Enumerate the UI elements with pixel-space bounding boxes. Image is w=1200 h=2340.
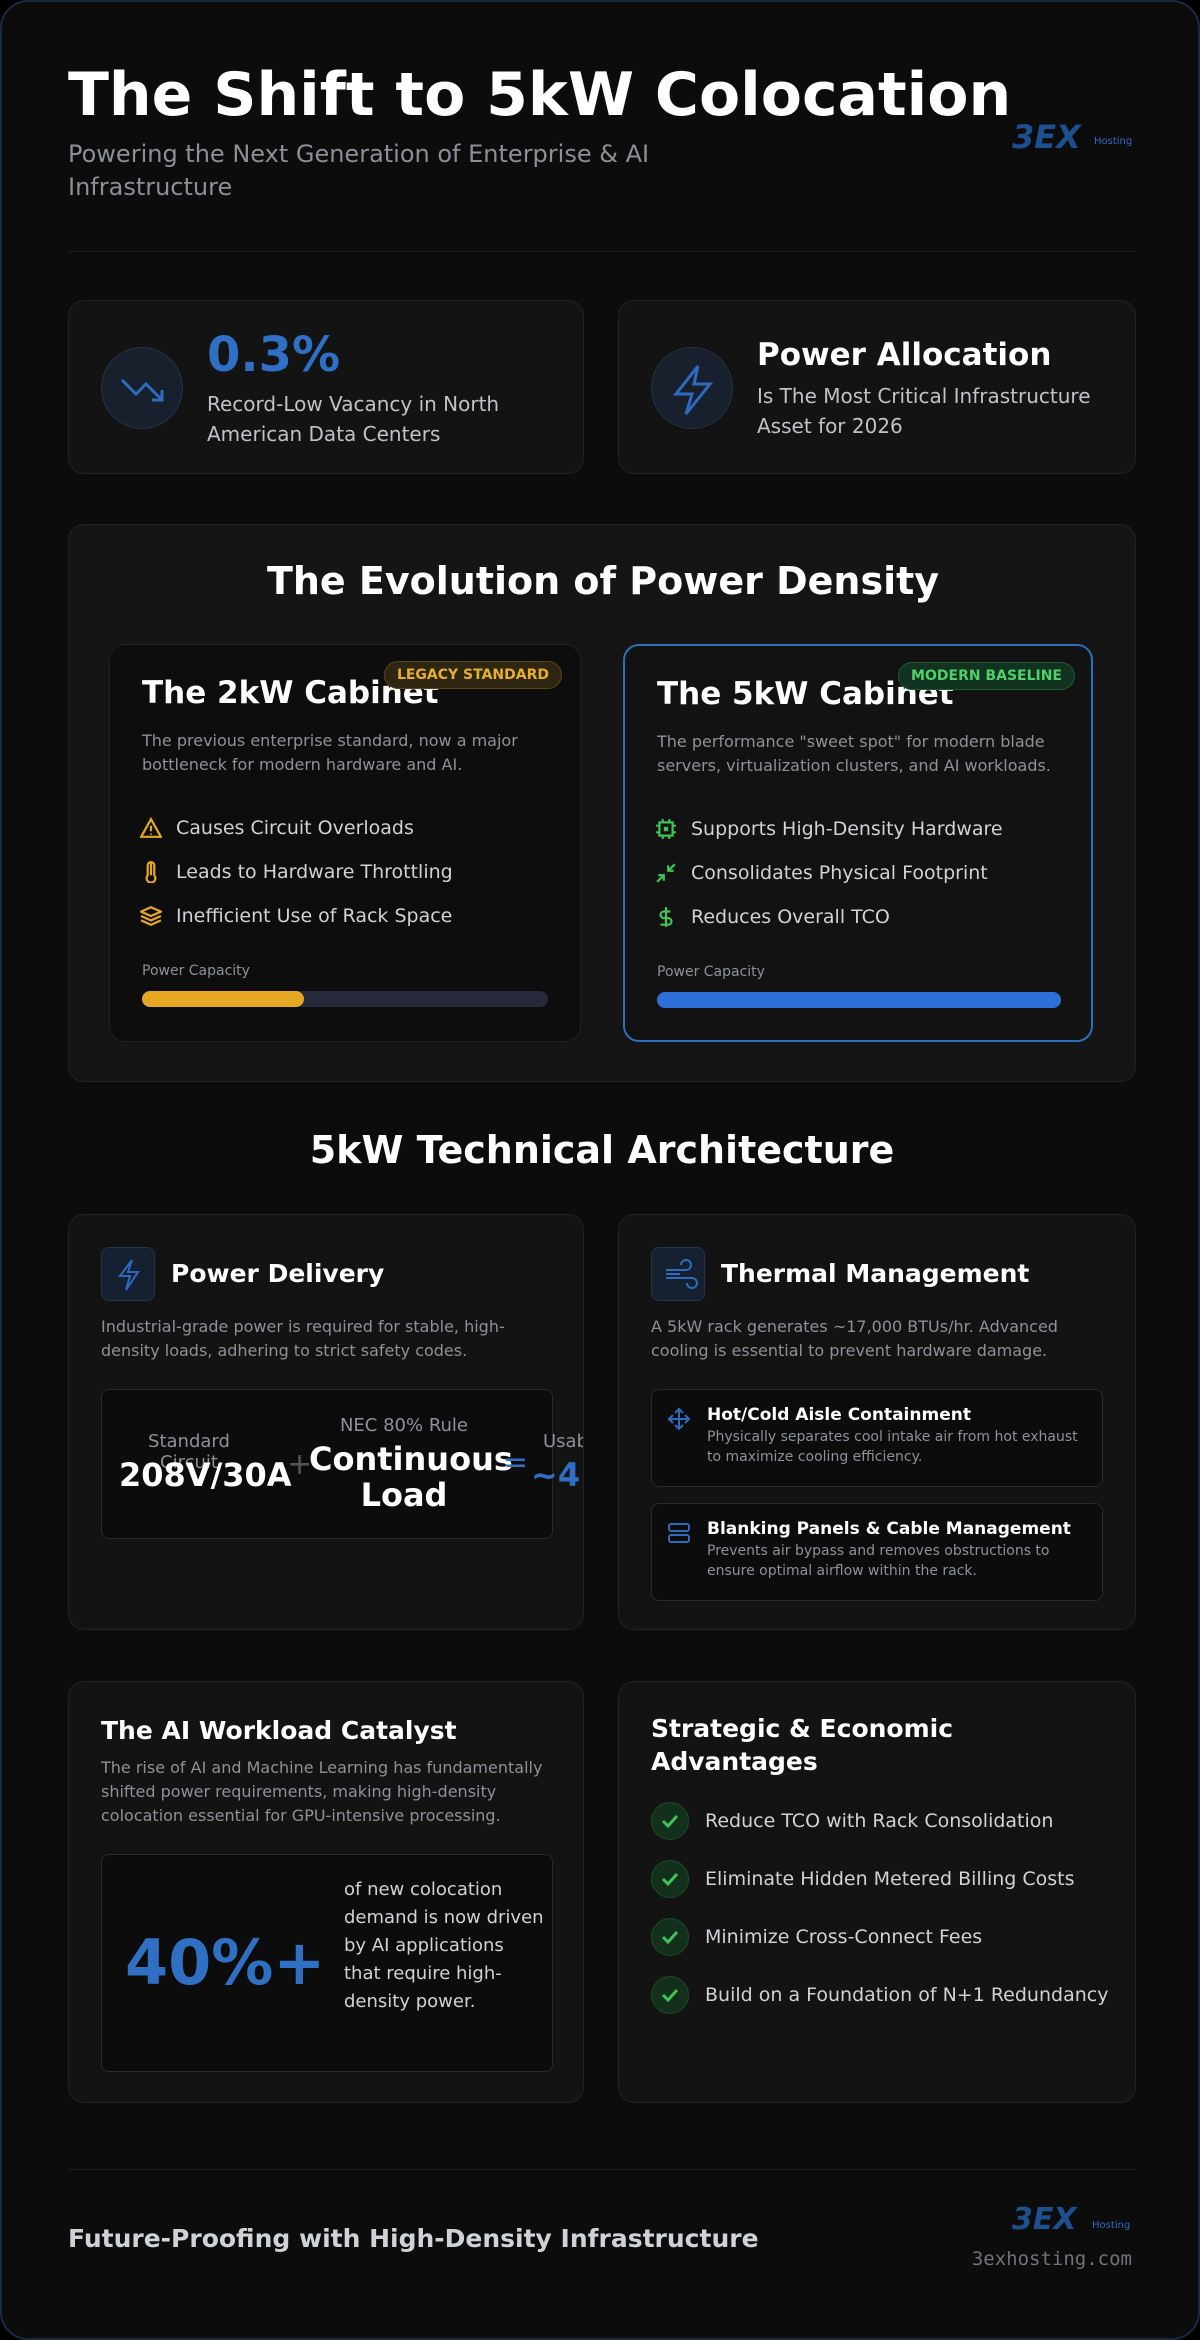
formula-value: Continuous Load: [309, 1440, 513, 1514]
feature-item: Consolidates Physical Footprint: [691, 862, 988, 884]
cabinet-card: The 2kW Cabinet LEGACY STANDARD The previo…: [109, 644, 581, 1042]
ai-stat: 40%+: [125, 1926, 326, 1999]
formula-value: 208V/30A: [119, 1456, 292, 1494]
logo-mark: 3EX: [1012, 2202, 1077, 2237]
logo-word: Hosting: [1094, 136, 1133, 147]
item-text: Prevents air bypass and removes obstruct…: [707, 1543, 1050, 1579]
item-icon: [140, 861, 162, 884]
subtitle: Powering the Next Generation of Enterpri…: [68, 140, 650, 201]
card-description: The performance "sweet spot" for modern …: [657, 732, 1051, 775]
advantage-item: Eliminate Hidden Metered Billing Costs: [705, 1868, 1075, 1890]
title: The Shift to 5kW Colocation: [68, 60, 1012, 130]
divider: [68, 2169, 1136, 2170]
stat-label: Is The Most Critical Infrastructure Asse…: [757, 384, 1091, 438]
advantage-item: Build on a Foundation of N+1 Redundancy: [705, 1984, 1109, 2006]
advantages-card: Strategic & Economic Advantages Reduce T…: [618, 1681, 1136, 2103]
formula-label: Standard Circuit: [148, 1431, 230, 1473]
item-title: Hot/Cold Aisle Containment: [707, 1405, 971, 1425]
feature-item: Supports High-Density Hardware: [691, 818, 1003, 840]
thermal-card: Thermal Management A 5kW rack generates …: [618, 1214, 1136, 1630]
advantage-item: Reduce TCO with Rack Consolidation: [705, 1810, 1054, 1832]
feature-item: Inefficient Use of Rack Space: [176, 905, 453, 927]
stat-card: Power Allocation Is The Most Critical In…: [618, 300, 1136, 474]
check-icon: [651, 1802, 689, 1840]
feature-item: Causes Circuit Overloads: [176, 817, 414, 839]
item-title: Blanking Panels & Cable Management: [707, 1519, 1071, 1539]
check-icon: [651, 1976, 689, 2014]
divider: [68, 251, 1136, 252]
item-icon: [655, 818, 677, 840]
operator: +: [287, 1447, 313, 1482]
item-icon: [667, 1407, 691, 1431]
card-title: The AI Workload Catalyst: [101, 1716, 457, 1745]
logo: 3EX Hosting: [1012, 118, 1137, 158]
stat-value: 0.3%: [207, 327, 341, 383]
ai-card: The AI Workload Catalyst The rise of AI …: [68, 1681, 584, 2103]
stat-card: 0.3% Record-Low Vacancy in North America…: [68, 300, 584, 474]
advantage-item: Minimize Cross-Connect Fees: [705, 1926, 983, 1948]
capacity-bar: [657, 992, 1061, 1008]
icon: [651, 347, 733, 429]
badge: LEGACY STANDARD: [383, 661, 562, 689]
card-description: Industrial-grade power is required for s…: [101, 1317, 505, 1360]
check-icon: [651, 1860, 689, 1898]
formula-label: Usable Power: [543, 1431, 583, 1452]
ai-stat-text: of new colocation demand is now driven b…: [344, 1879, 544, 2012]
item-text: Physically separates cool intake air fro…: [707, 1429, 1078, 1465]
footer-url: 3exhosting.com: [971, 2248, 1132, 2270]
item-icon: [138, 905, 164, 927]
icon: [101, 1247, 155, 1301]
item-icon: [139, 816, 163, 839]
check-icon: [651, 1918, 689, 1956]
formula-box: [101, 1389, 553, 1539]
icon: [101, 347, 183, 429]
card-title: Power Delivery: [171, 1259, 385, 1288]
formula-value: ~4.99kW: [531, 1456, 583, 1494]
logo-word: Hosting: [1092, 2220, 1131, 2231]
cabinet-card: The 5kW Cabinet MODERN BASELINE The perfor…: [623, 644, 1093, 1042]
capacity-label: Power Capacity: [142, 963, 250, 979]
item-icon: [667, 1521, 691, 1545]
containment-box: [651, 1503, 1103, 1601]
section-title: The Evolution of Power Density: [266, 559, 940, 603]
card-description: The rise of AI and Machine Learning has …: [101, 1758, 543, 1825]
feature-item: Reduces Overall TCO: [691, 906, 890, 928]
logo-mark: 3EX: [1012, 118, 1081, 156]
badge: MODERN BASELINE: [898, 662, 1075, 690]
footer-tagline: Future-Proofing with High-Density Infras…: [68, 2224, 759, 2253]
capacity-bar: [142, 991, 305, 1007]
card-description: A 5kW rack generates ~17,000 BTUs/hr. Ad…: [651, 1317, 1058, 1360]
stat-value: Power Allocation: [757, 337, 1052, 373]
power-card: Power Delivery Industrial-grade power is…: [68, 1214, 584, 1630]
capacity-track: [657, 992, 1061, 1008]
card-title: Strategic & Economic Advantages: [651, 1714, 954, 1776]
operator: =: [503, 1445, 529, 1480]
card-description: The previous enterprise standard, now a …: [142, 731, 518, 774]
capacity-label: Power Capacity: [657, 964, 765, 980]
containment-box: [651, 1389, 1103, 1487]
item-icon: [655, 906, 677, 928]
section-title: 5kW Technical Architecture: [309, 1128, 895, 1172]
stat-label: Record-Low Vacancy in North American Dat…: [207, 392, 500, 446]
ai-stat-box: [101, 1854, 553, 2072]
icon: [651, 1247, 705, 1301]
card-title: Thermal Management: [721, 1259, 1030, 1288]
feature-item: Leads to Hardware Throttling: [176, 861, 453, 883]
item-icon: [655, 862, 677, 884]
capacity-track: [142, 991, 548, 1007]
logo: 3EX Hosting: [1012, 2202, 1137, 2242]
formula-label: NEC 80% Rule: [339, 1415, 469, 1436]
